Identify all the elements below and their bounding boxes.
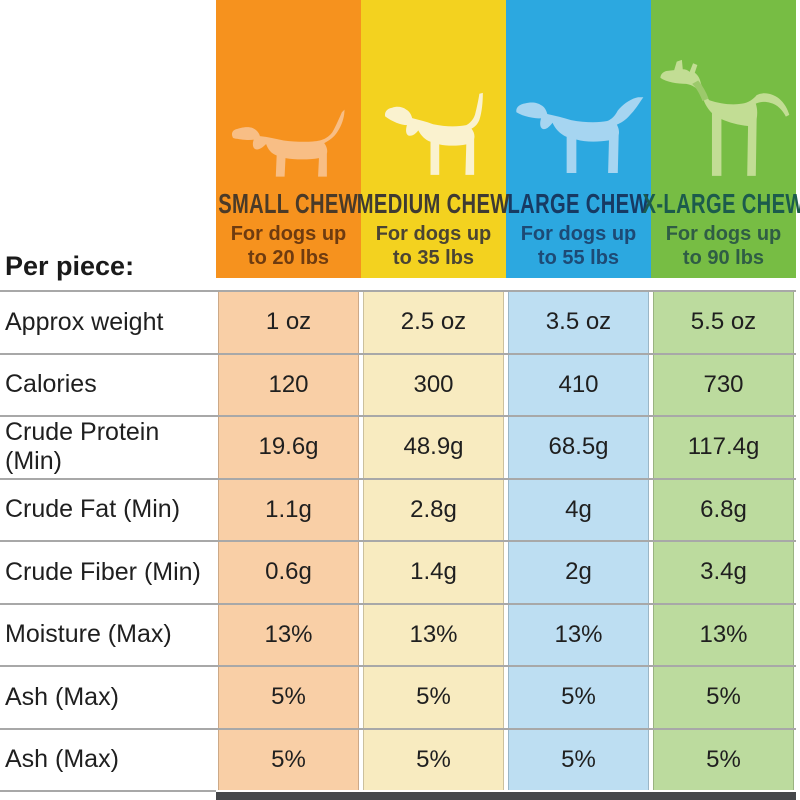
row-label: Calories <box>0 352 216 415</box>
value-cell: 5% <box>651 665 796 728</box>
value-cell: 2.8g <box>361 477 506 540</box>
value-cell: 1.4g <box>361 540 506 603</box>
value-cell: 730 <box>651 352 796 415</box>
row-label: Moisture (Max) <box>0 602 216 665</box>
row-label: Ash (Max) <box>0 665 216 728</box>
column-subtitle: For dogs up to 55 lbs <box>520 223 637 269</box>
column-subtitle: For dogs up to 20 lbs <box>230 223 347 269</box>
great-dane-icon <box>659 59 789 176</box>
value-cell: 68.5g <box>506 415 651 478</box>
value-cell: 2g <box>506 540 651 603</box>
value-cell: 6.8g <box>651 477 796 540</box>
value-cell: 13% <box>506 602 651 665</box>
column-title: MEDIUM CHEW <box>357 187 510 219</box>
value-cell: 5% <box>506 665 651 728</box>
value-cell: 120 <box>216 352 361 415</box>
row-label: Ash (Max) <box>0 727 216 790</box>
row-label: Approx weight <box>0 290 216 353</box>
label-bottom-line <box>0 790 216 800</box>
value-cell: 2.5 oz <box>361 290 506 353</box>
value-cell: 5% <box>651 727 796 790</box>
value-cell: 4g <box>506 477 651 540</box>
value-cell: 5.5 oz <box>651 290 796 353</box>
column-subtitle: For dogs up to 90 lbs <box>665 223 782 269</box>
dachshund-icon <box>231 109 344 177</box>
value-cell: 410 <box>506 352 651 415</box>
collar <box>691 80 709 101</box>
value-cell: 0.6g <box>216 540 361 603</box>
row-label: Crude Fiber (Min) <box>0 540 216 603</box>
value-cell: 5% <box>216 727 361 790</box>
value-cell: 5% <box>506 727 651 790</box>
value-cell: 300 <box>361 352 506 415</box>
value-cell: 5% <box>361 665 506 728</box>
column-title: LARGE CHEW <box>507 187 650 219</box>
value-cell: 3.4g <box>651 540 796 603</box>
row-label: Crude Protein (Min) <box>0 415 216 478</box>
value-cell: 13% <box>216 602 361 665</box>
value-cell: 48.9g <box>361 415 506 478</box>
value-cell: 13% <box>361 602 506 665</box>
value-cell: 1 oz <box>216 290 361 353</box>
column-subtitle: For dogs up to 35 lbs <box>375 223 492 269</box>
column-title: SMALL CHEW <box>218 187 359 219</box>
column-header-x-large-chew: X-LARGE CHEW For dogs up to 90 lbs <box>642 0 800 290</box>
per-piece-label: Per piece: <box>0 0 216 290</box>
value-cell: 13% <box>651 602 796 665</box>
golden-retriever-icon <box>515 96 643 173</box>
row-label: Crude Fat (Min) <box>0 477 216 540</box>
column-header-medium-chew: MEDIUM CHEW For dogs up to 35 lbs <box>357 0 510 290</box>
value-cell: 5% <box>361 727 506 790</box>
value-cell: 117.4g <box>651 415 796 478</box>
value-cell: 5% <box>216 665 361 728</box>
value-cell: 1.1g <box>216 477 361 540</box>
column-header-small-chew: SMALL CHEW For dogs up to 20 lbs <box>216 0 361 290</box>
column-title: X-LARGE CHEW <box>642 187 800 219</box>
bottom-divider-bar <box>216 790 796 800</box>
value-cell: 3.5 oz <box>506 290 651 353</box>
beagle-icon <box>384 92 483 175</box>
column-header-large-chew: LARGE CHEW For dogs up to 55 lbs <box>506 0 651 290</box>
value-cell: 19.6g <box>216 415 361 478</box>
